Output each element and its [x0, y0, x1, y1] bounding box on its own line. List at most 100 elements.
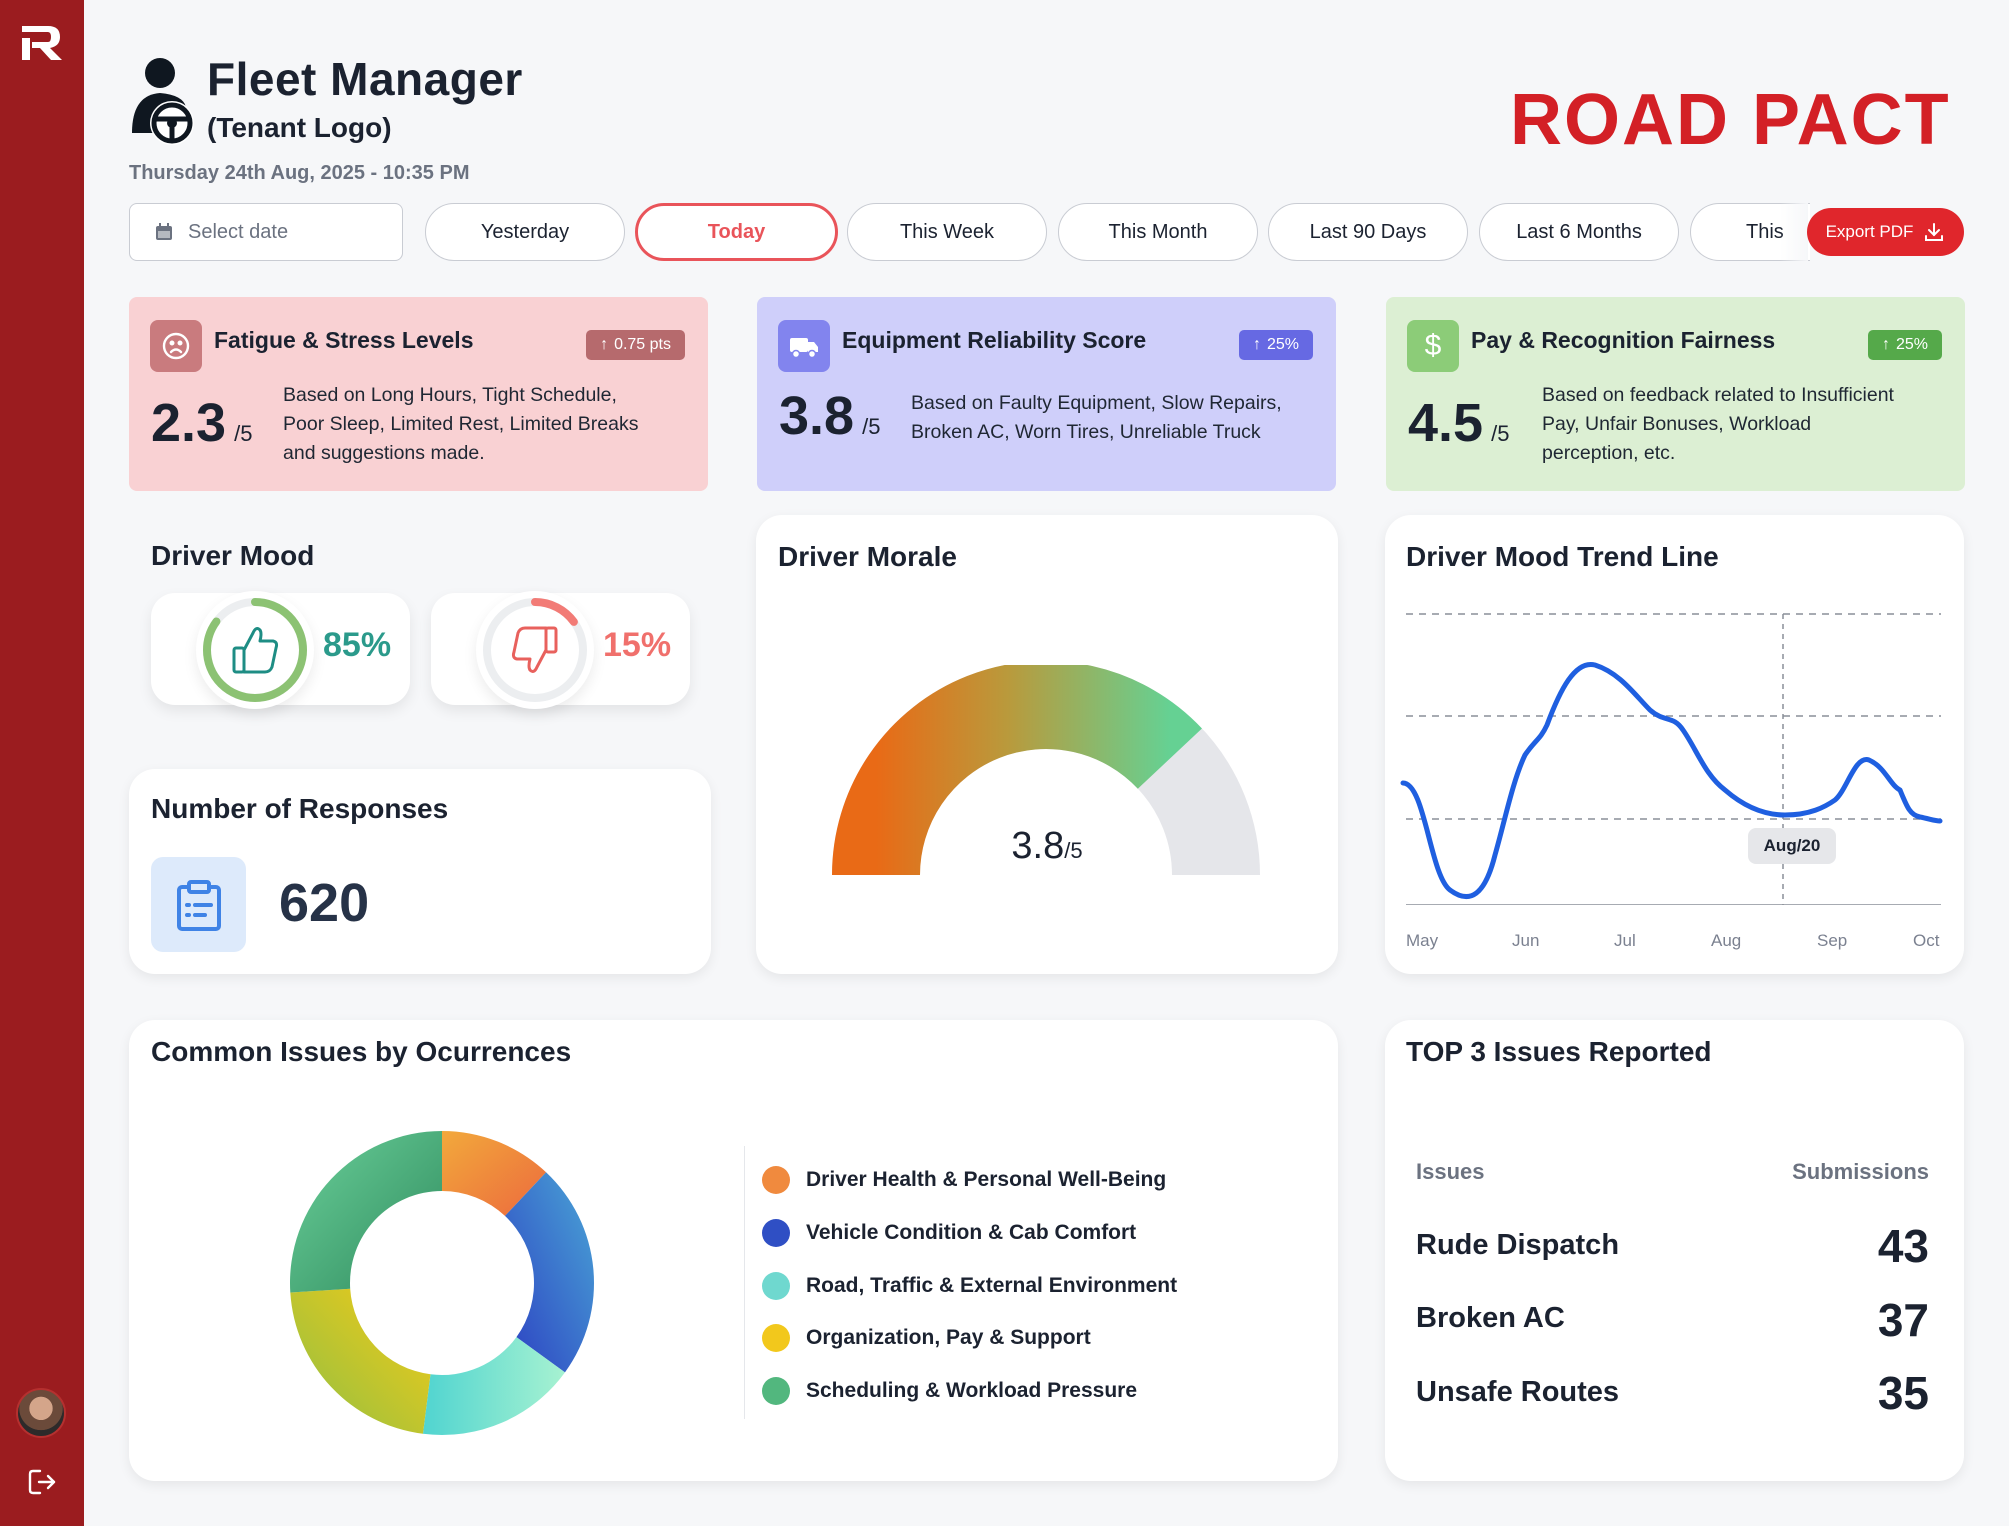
issues-legend: Driver Health & Personal Well-Being Vehi… — [744, 1146, 1244, 1419]
kpi-change-badge: ↑ 0.75 pts — [586, 330, 685, 360]
legend-label: Vehicle Condition & Cab Comfort — [806, 1221, 1137, 1244]
responses-count: 620 — [279, 873, 370, 933]
top3-row-issue: Rude Dispatch — [1416, 1229, 1620, 1261]
sidebar — [0, 0, 84, 1526]
x-tick: Jun — [1512, 931, 1540, 950]
calendar-icon — [156, 223, 172, 240]
kpi-title: Pay & Recognition Fairness — [1471, 327, 1776, 353]
driver-icon — [132, 58, 194, 145]
legend-dot — [762, 1219, 790, 1247]
legend-item: Vehicle Condition & Cab Comfort — [762, 1219, 1136, 1247]
kpi-desc-line: Poor Sleep, Limited Rest, Limited Breaks — [283, 413, 639, 435]
top3-row-count: 37 — [1877, 1294, 1929, 1346]
thumbs-down-icon — [511, 626, 558, 673]
kpi-change-value: 25% — [1266, 336, 1299, 353]
legend-label: Scheduling & Workload Pressure — [806, 1379, 1138, 1402]
top3-row-count: 43 — [1877, 1220, 1929, 1272]
arrow-up-icon: ↑ — [600, 336, 609, 353]
export-pdf-button[interactable]: Export PDF — [1807, 208, 1964, 256]
filter-last-6-months[interactable]: Last 6 Months — [1479, 203, 1679, 261]
legend-item: Road, Traffic & External Environment — [762, 1272, 1177, 1300]
kpi-pay-recognition: $ Pay & Recognition Fairness ↑ 25% 4.5/5 … — [1386, 297, 1965, 491]
filter-this-month[interactable]: This Month — [1058, 203, 1258, 261]
logout-icon[interactable] — [26, 1466, 58, 1498]
download-icon — [1925, 223, 1944, 241]
legend-dot — [762, 1377, 790, 1405]
common-issues-title: Common Issues by Ocurrences — [151, 1036, 572, 1067]
positive-progress-arc — [203, 598, 307, 702]
filter-today[interactable]: Today — [635, 203, 838, 261]
donut-slice — [290, 1288, 431, 1434]
driver-mood-title: Driver Mood — [151, 540, 315, 571]
legend-item: Organization, Pay & Support — [762, 1324, 1091, 1352]
filter-yesterday[interactable]: Yesterday — [425, 203, 625, 261]
x-tick: Oct — [1913, 931, 1940, 950]
legend-label: Organization, Pay & Support — [806, 1326, 1091, 1349]
kpi-change-badge: ↑ 25% — [1867, 330, 1942, 360]
trend-tooltip: Aug/20 — [1748, 828, 1836, 864]
kpi-value: 2.3/5 — [151, 392, 252, 454]
trend-series-line — [1400, 662, 1943, 900]
legend-dot — [762, 1324, 790, 1352]
kpi-scale: /5 — [1491, 421, 1510, 446]
user-avatar[interactable] — [16, 1388, 66, 1438]
kpi-desc-line: Pay, Unfair Bonuses, Workload — [1542, 413, 1812, 435]
donut-slice — [290, 1131, 442, 1293]
mood-positive-ring — [196, 591, 314, 709]
kpi-change-value: 0.75 pts — [614, 336, 671, 353]
sad-face-icon — [150, 320, 202, 372]
morale-scale: /5 — [1064, 838, 1083, 863]
legend-label: Driver Health & Personal Well-Being — [806, 1168, 1167, 1191]
app-logo-icon[interactable] — [18, 20, 66, 64]
filter-last-90-days[interactable]: Last 90 Days — [1268, 203, 1468, 261]
clipboard-icon — [151, 857, 246, 952]
top3-row-issue: Unsafe Routes — [1416, 1376, 1620, 1408]
driver-morale-card: Driver Morale 3.8/5 — [756, 515, 1338, 974]
arrow-up-icon: ↑ — [1252, 336, 1261, 353]
gauge-fill — [832, 665, 1202, 877]
current-datetime: Thursday 24th Aug, 2025 - 10:35 PM — [129, 162, 470, 184]
kpi-desc-line: Based on feedback related to Insufficien… — [1542, 384, 1894, 406]
kpi-desc-line: and suggestions made. — [283, 442, 485, 464]
arrow-up-icon: ↑ — [1881, 336, 1890, 353]
kpi-description: Based on feedback related to Insufficien… — [1542, 381, 1894, 468]
legend-item: Driver Health & Personal Well-Being — [762, 1166, 1166, 1194]
x-tick: Aug — [1711, 931, 1742, 950]
date-filter-bar: Select date Yesterday Today This Week Th… — [0, 203, 2009, 263]
driver-morale-title: Driver Morale — [778, 541, 957, 572]
donut-slice — [442, 1131, 547, 1216]
negative-progress-arc — [483, 598, 587, 702]
issues-donut-chart — [290, 1131, 594, 1435]
top3-row-count: 35 — [1877, 1367, 1929, 1419]
thumbs-up-icon — [232, 627, 279, 674]
top3-issues-card: TOP 3 Issues Reported — [1385, 1020, 1964, 1481]
kpi-scale: /5 — [862, 414, 881, 439]
top3-row-issue: Broken AC — [1416, 1302, 1565, 1334]
x-tick: Jul — [1614, 931, 1636, 950]
mood-trend-title: Driver Mood Trend Line — [1406, 541, 1719, 572]
kpi-equipment-reliability: Equipment Reliability Score ↑ 25% 3.8/5 B… — [757, 297, 1336, 491]
filter-this-week[interactable]: This Week — [847, 203, 1047, 261]
kpi-description: Based on Faulty Equipment, Slow Repairs,… — [911, 389, 1282, 447]
kpi-change-value: 25% — [1895, 336, 1928, 353]
mood-trend-card: Driver Mood Trend Line Aug/20 May Jun Ju… — [1385, 515, 1964, 974]
filter-scroll-fade — [1780, 203, 1808, 263]
export-pdf-label: Export PDF — [1825, 222, 1914, 241]
kpi-value: 3.8/5 — [779, 385, 880, 447]
brand-logo: ROAD PACT — [1510, 80, 1951, 160]
truck-icon — [778, 320, 830, 372]
mood-negative-ring — [476, 591, 594, 709]
legend-dot — [762, 1272, 790, 1300]
kpi-fatigue-stress: Fatigue & Stress Levels ↑ 0.75 pts 2.3/5 … — [129, 297, 708, 491]
kpi-score: 3.8 — [779, 386, 855, 446]
morale-score: 3.8 — [1011, 825, 1065, 867]
donut-slice — [422, 1337, 565, 1435]
kpi-change-badge: ↑ 25% — [1238, 330, 1313, 360]
kpi-description: Based on Long Hours, Tight Schedule, Poo… — [283, 381, 639, 468]
mood-negative-pct: 15% — [603, 626, 672, 664]
kpi-score: 2.3 — [151, 393, 227, 453]
top3-col-issues: Issues — [1416, 1159, 1485, 1184]
kpi-score: 4.5 — [1408, 393, 1484, 453]
kpi-title: Fatigue & Stress Levels — [214, 327, 474, 353]
date-picker-input[interactable]: Select date — [129, 203, 403, 261]
